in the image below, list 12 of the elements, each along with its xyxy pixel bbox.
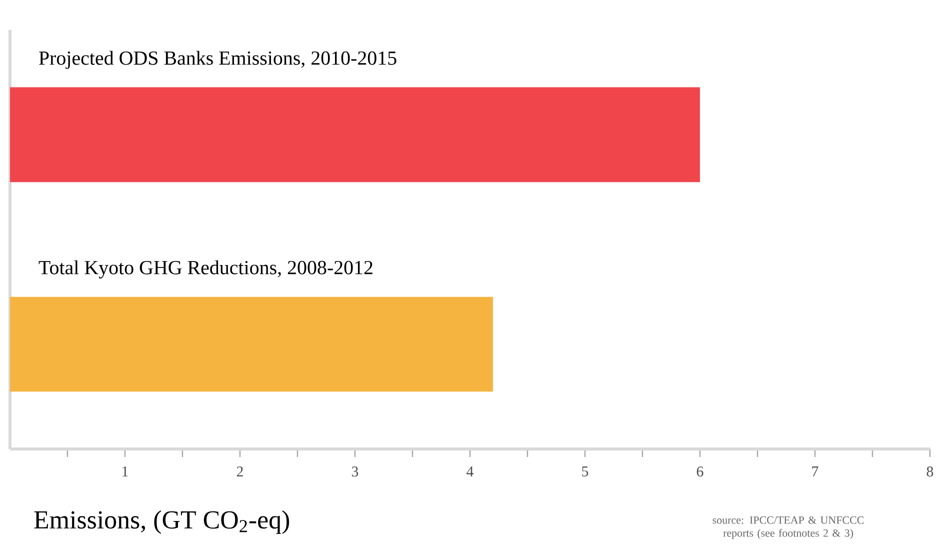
x-tick-label: 3	[352, 466, 358, 477]
source-note: source: IPCC/TEAP & UNFCCC reports (see footnotes 2 & 3)	[712, 516, 864, 540]
x-tick-label: 6	[696, 466, 704, 477]
y-tick-label: Projected ODS Banks Emissions, 2010-2015	[39, 50, 396, 70]
x-tick-label: 2	[236, 466, 243, 477]
x-tick-label: 5	[582, 466, 588, 477]
x-tick-label: 1	[122, 466, 128, 476]
x-tick-label: 8	[926, 466, 934, 477]
x-tick-label: 7	[812, 466, 818, 476]
x-axis-title: Emissions, (GT CO$_{2}$-eq)	[34, 510, 290, 534]
x-tick-label: 4	[466, 466, 474, 476]
y-tick-label: Total Kyoto GHG Reductions, 2008-2012	[38, 260, 372, 279]
